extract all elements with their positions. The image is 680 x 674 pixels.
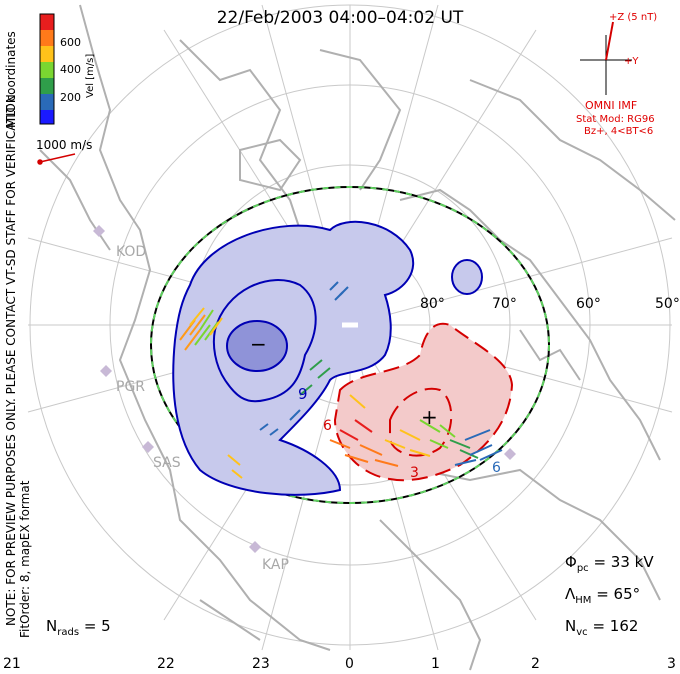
radar-label-sas: SAS <box>153 455 181 471</box>
radar-count: Nrads = 5 <box>46 617 111 638</box>
stat-model-label: Stat Mod: RG96 <box>576 114 655 125</box>
positive-potential-cell <box>333 322 514 482</box>
phi-pc-value: = 33 kV <box>593 553 654 571</box>
mlt-tick-2: 2 <box>531 656 540 672</box>
contour-label-negative: 9 <box>298 385 308 403</box>
velocity-vectors <box>179 281 503 479</box>
fit-order-note: FitOrder: 8, mapEX format <box>18 480 32 638</box>
radar-label-kod: KOD <box>116 244 147 260</box>
potential-min-marker: − <box>250 332 267 356</box>
imf-source-label: OMNI IMF <box>585 99 638 112</box>
n-vc-symbol: Nvc <box>565 617 588 638</box>
negative-potential-cell <box>172 220 483 496</box>
contour-label-positive-3: 6 <box>492 460 501 476</box>
imf-z-label: +Z (5 nT) <box>609 12 658 23</box>
n-vc-value: = 162 <box>592 617 639 635</box>
n-rads-value: = 5 <box>83 617 111 635</box>
mlt-tick-22: 22 <box>157 656 175 672</box>
reference-vector <box>37 153 76 165</box>
radar-label-pgr: PGR <box>116 379 146 395</box>
latitude-label-80: 80° <box>420 296 445 312</box>
heppner-maynard-boundary <box>150 186 550 504</box>
reference-vector-label: 1000 m/s <box>36 138 93 152</box>
radar-label-kap: KAP <box>262 557 289 573</box>
mlt-tick-0: 0 <box>345 656 354 672</box>
phi-pc-symbol: Φpc <box>565 553 589 574</box>
vel-scale-tick-200: 200 <box>60 91 81 104</box>
lambda-hm-value: = 65° <box>596 585 641 603</box>
mlt-tick-21: 21 <box>3 656 21 672</box>
contour-label-positive: 6 <box>323 418 332 434</box>
imf-clock <box>580 21 632 95</box>
stat-model-condition: Bz+, 4<BT<6 <box>584 126 654 137</box>
potential-max-marker: + <box>421 405 438 429</box>
vel-scale-tick-400: 400 <box>60 63 81 76</box>
radar-sites <box>93 225 516 553</box>
mlt-tick-1: 1 <box>431 656 440 672</box>
latitude-label-50: 50° <box>655 296 680 312</box>
velocity-color-bar <box>39 13 55 125</box>
hm-boundary-latitude: ΛHM = 65° <box>565 585 640 606</box>
verification-note: NOTE: FOR PREVIEW PURPOSES ONLY. PLEASE … <box>4 90 18 626</box>
imf-y-label: +Y <box>624 56 639 67</box>
vector-count: Nvc = 162 <box>565 617 638 638</box>
contour-label-positive-2: 3 <box>410 465 419 481</box>
page-title: 22/Feb/2003 04:00–04:02 UT <box>216 8 464 28</box>
latitude-label-70: 70° <box>492 296 517 312</box>
latitude-label-60: 60° <box>576 296 601 312</box>
vel-scale-tick-600: 600 <box>60 36 81 49</box>
mlt-tick-23: 23 <box>252 656 270 672</box>
cross-polar-potential: Φpc = 33 kV <box>565 553 654 574</box>
n-rads-symbol: Nrads <box>46 617 80 638</box>
vel-scale-label: Vel [m/s] <box>85 53 96 98</box>
lambda-hm-symbol: ΛHM <box>565 585 592 606</box>
mlt-tick-3: 3 <box>667 656 676 672</box>
